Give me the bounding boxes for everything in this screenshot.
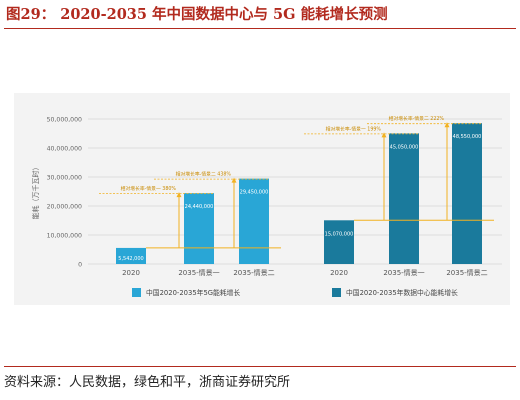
x-tick-label: 2035-情景二 (446, 268, 487, 277)
bar-value-label: 48,550,000 (453, 134, 482, 140)
bar (324, 220, 354, 264)
legend-swatch (132, 288, 141, 297)
bar-value-label: 29,450,000 (240, 190, 269, 196)
bar-value-label: 45,050,000 (390, 144, 419, 150)
source-divider (4, 366, 516, 367)
y-tick-label: 20,000,000 (47, 204, 82, 211)
x-tick-label: 2035-情景一 (383, 268, 424, 277)
growth-arrowhead (231, 177, 237, 183)
growth-rate-label: 相对增长率-情景一 380% (121, 185, 177, 192)
title-divider (4, 28, 516, 29)
bar-value-label: 24,440,000 (185, 204, 214, 210)
x-tick-label: 2035-情景一 (178, 268, 219, 277)
x-tick-label: 2020 (330, 269, 348, 277)
x-tick-label: 2035-情景二 (233, 268, 274, 277)
growth-rate-label: 相对增长率-情景二 222% (389, 115, 445, 122)
bar (184, 193, 214, 264)
bar (116, 247, 146, 264)
growth-rate-label: 相对增长率-情景一 199% (326, 125, 382, 132)
y-tick-label: 0 (78, 262, 82, 269)
bar (452, 123, 482, 264)
growth-arrowhead (381, 132, 387, 138)
chart-panel: 0 10,000,000 20,000,000 30,000,000 40,000,00… (14, 93, 510, 305)
y-tick-label: 30,000,000 (47, 175, 82, 182)
growth-arrowhead (176, 192, 182, 198)
bar (389, 133, 419, 264)
y-axis-title: 能耗（万千瓦时） (31, 164, 40, 220)
legend-label: 中国2020-2035年数据中心能耗增长 (346, 288, 458, 297)
source-note: 资料来源：人民数据，绿色和平，浙商证券研究所 (4, 375, 291, 390)
bar-chart: 0 10,000,000 20,000,000 30,000,000 40,000,00… (31, 115, 502, 297)
bar-value-label: 15,070,000 (325, 231, 354, 237)
x-tick-label: 2020 (122, 269, 140, 277)
growth-arrowhead (444, 122, 450, 128)
bar-value-label: 5,542,000 (118, 256, 143, 262)
figure-title: 图29： 2020-2035 年中国数据中心与 5G 能耗增长预测 (6, 6, 388, 23)
y-tick-label: 10,000,000 (47, 233, 82, 240)
bar (239, 178, 269, 264)
growth-rate-label: 相对增长率-情景二 438% (176, 171, 232, 178)
legend-swatch (332, 288, 341, 297)
y-tick-label: 50,000,000 (47, 117, 82, 124)
legend-label: 中国2020-2035年5G能耗增长 (146, 288, 240, 297)
y-tick-label: 40,000,000 (47, 146, 82, 153)
